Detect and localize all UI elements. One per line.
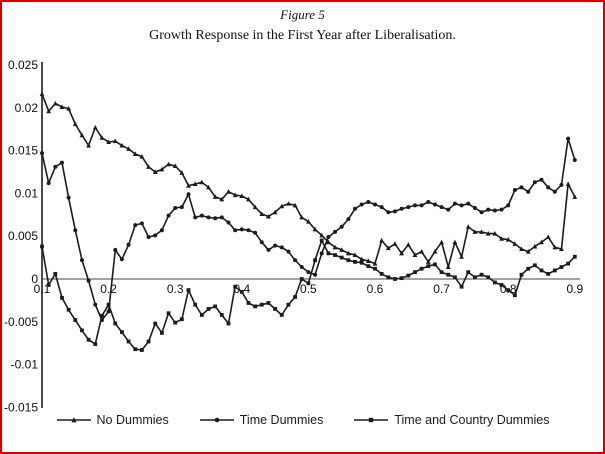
- x-axis-tick-label: 0.4: [233, 282, 250, 296]
- y-axis-tick-label: 0.015: [8, 144, 38, 158]
- y-axis-tick-label: 0: [31, 272, 38, 286]
- y-axis-tick-label: 0.01: [15, 186, 39, 200]
- chart-legend: No Dummies Time Dummies Time and Country…: [2, 409, 603, 431]
- x-axis-tick-label: 0.3: [167, 282, 184, 296]
- x-axis-tick-label: 0.2: [100, 282, 117, 296]
- figure-number: Figure 5: [280, 7, 325, 22]
- y-axis-tick-label: -0.015: [4, 400, 38, 414]
- legend-label-time-country-dummies: Time and Country Dummies: [394, 413, 550, 427]
- legend-item-no-dummies: No Dummies: [56, 413, 169, 427]
- legend-item-time-dummies: Time Dummies: [199, 413, 324, 427]
- series-time-dummies: [40, 136, 577, 323]
- x-axis-tick-label: 0.9: [566, 282, 583, 296]
- legend-label-no-dummies: No Dummies: [96, 413, 169, 427]
- legend-item-time-country-dummies: Time and Country Dummies: [353, 413, 549, 427]
- y-axis-tick-label: 0.025: [8, 58, 38, 72]
- time-dummies-marker-icon: [199, 417, 234, 423]
- time-country-dummies-marker-icon: [354, 417, 389, 423]
- x-axis-tick-label: 0.6: [367, 282, 384, 296]
- series-time-and-country-dummies: [40, 238, 577, 352]
- x-axis-tick-label: 0.5: [300, 282, 317, 296]
- no-dummies-marker-icon: [56, 417, 91, 423]
- y-axis-tick-label: -0.005: [4, 315, 38, 329]
- x-axis-tick-label: 0.1: [34, 282, 51, 296]
- y-axis-tick-label: 0.005: [8, 229, 38, 243]
- figure-title: Growth Response in the First Year after …: [149, 28, 456, 43]
- y-axis-tick-label: -0.01: [11, 358, 39, 372]
- y-axis-tick-label: 0.02: [15, 101, 39, 115]
- x-axis-tick-label: 0.7: [433, 282, 450, 296]
- legend-label-time-dummies: Time Dummies: [239, 413, 324, 427]
- series-no-dummies: [39, 91, 578, 270]
